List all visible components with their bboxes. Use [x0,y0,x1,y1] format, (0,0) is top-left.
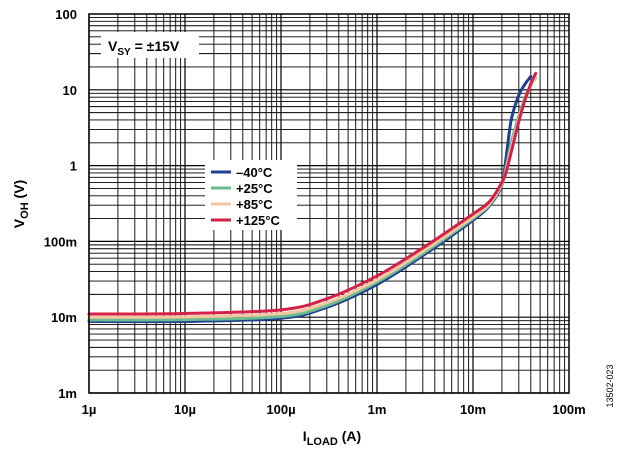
vsy-annotation: VSY = ±15V [101,32,199,58]
legend-label: +85°C [236,197,273,212]
svg-text:VOH (V): VOH (V) [11,180,31,228]
y-tick-label: 1 [70,159,77,174]
x-tick-label: 1µ [82,402,97,417]
y-axis-title-main: V [11,218,27,228]
vsy-annotation-sub: SY [117,47,131,58]
vsy-annotation-main: V [108,38,118,54]
plot-frame [88,13,570,394]
series-lines [87,71,538,324]
grid [88,14,569,394]
y-axis-title-unit: (V) [11,180,27,203]
figure-id: 13502-023 [605,364,615,407]
x-tick-label: 10m [460,402,486,417]
series-line-4 [87,71,538,316]
svg-text:VSY = ±15V: VSY = ±15V [108,38,180,58]
x-tick-labels: 1µ 10µ 100µ 1m 10m 100m [82,402,586,417]
y-tick-label: 10m [51,310,77,325]
x-tick-label: 100µ [266,402,295,417]
x-tick-label: 10µ [174,402,196,417]
vsy-annotation-box [101,32,199,58]
legend-label: –40°C [236,165,273,180]
legend-label: +25°C [236,181,273,196]
y-tick-label: 100m [44,234,77,249]
x-tick-label: 100m [552,402,585,417]
legend: –40°C+25°C+85°C+125°C [205,160,297,230]
y-tick-labels: 1m 10m 100m 1 10 100 [44,7,77,401]
y-axis-title-sub: OH [19,202,31,219]
x-axis-title-sub: LOAD [307,436,338,448]
x-axis-title-main: I [303,428,307,444]
legend-label: +125°C [236,213,280,228]
x-tick-label: 1m [368,402,387,417]
y-tick-label: 1m [58,386,77,401]
y-tick-label: 100 [55,7,77,22]
svg-text:ILOAD (A): ILOAD (A) [303,428,361,448]
vsy-annotation-value: = ±15V [131,38,180,54]
y-tick-label: 10 [63,83,77,98]
x-axis-title-unit: (A) [338,428,361,444]
